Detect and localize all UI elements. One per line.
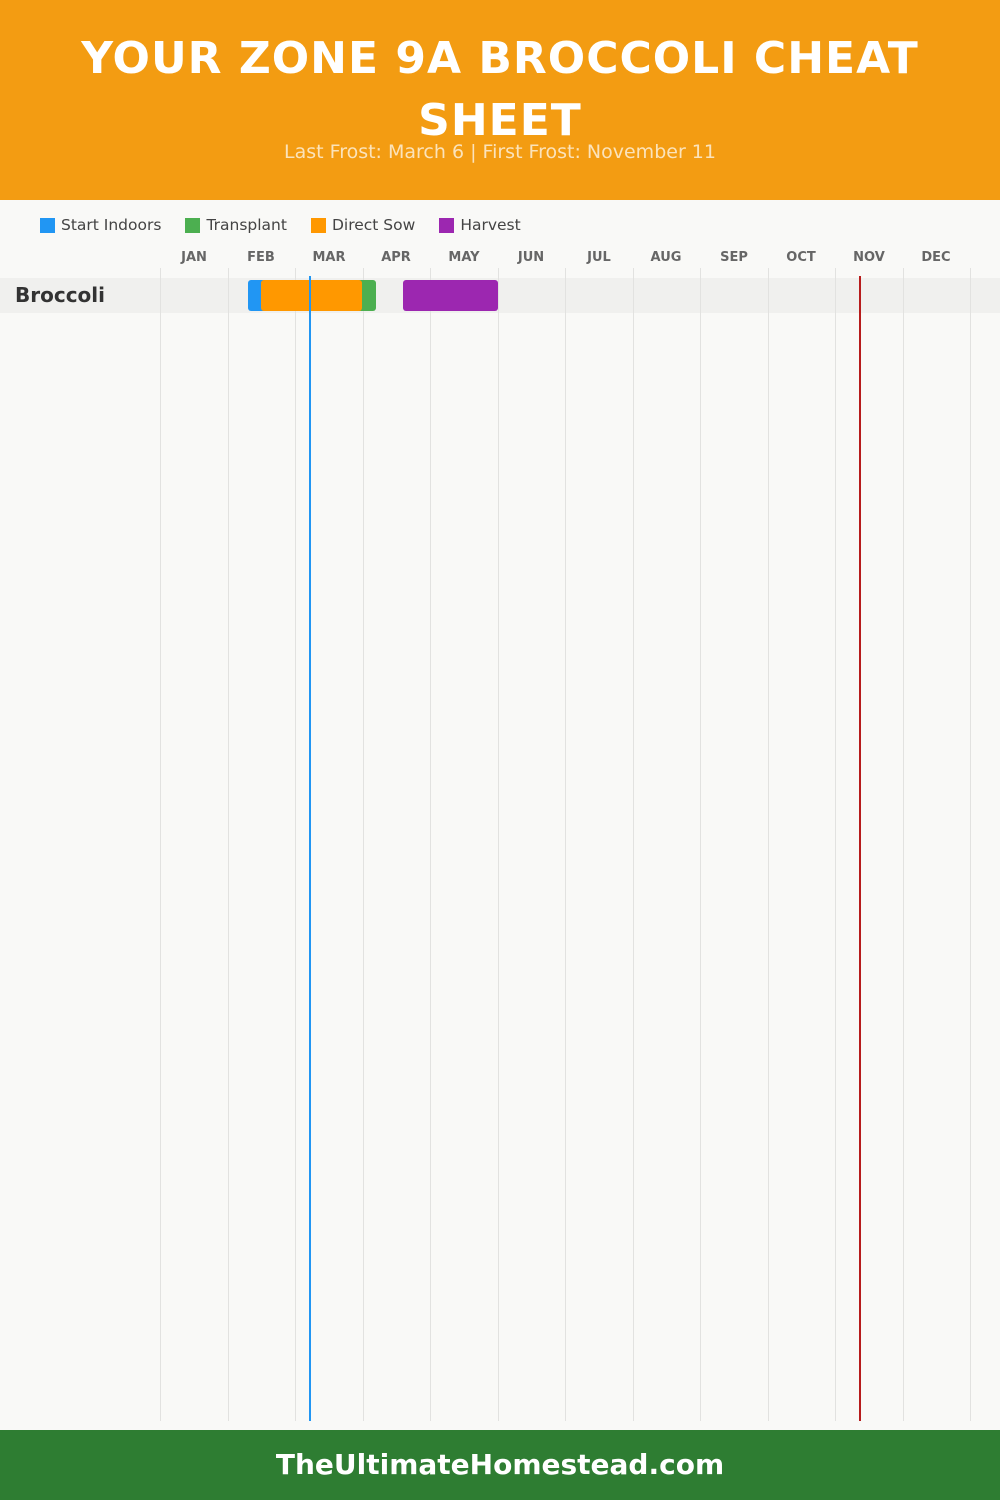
legend-label: Harvest — [460, 216, 521, 234]
month-label-oct: OCT — [786, 250, 816, 265]
legend-item-transplant: Transplant — [185, 216, 287, 234]
legend-swatch — [439, 217, 455, 233]
month-label-dec: DEC — [921, 250, 951, 265]
header-banner: YOUR ZONE 9A BROCCOLI CHEAT SHEET Last F… — [0, 0, 1000, 200]
month-label-jun: JUN — [517, 250, 545, 265]
first-frost-line — [859, 276, 861, 1421]
grid-line — [565, 268, 566, 1421]
grid-line — [768, 268, 769, 1421]
row-band — [0, 278, 1000, 313]
grid-line — [363, 268, 364, 1421]
month-label-may: MAY — [448, 250, 480, 265]
grid-line — [633, 268, 634, 1421]
frost-dates-subtitle: Last Frost: March 6 | First Frost: Novem… — [284, 141, 716, 163]
month-label-aug: AUG — [650, 250, 682, 265]
grid-line — [970, 268, 971, 1421]
grid-line — [835, 268, 836, 1421]
legend-item-start-indoors: Start Indoors — [40, 216, 161, 234]
legend-label: Direct Sow — [331, 216, 416, 234]
bar-harvest — [403, 280, 498, 311]
page-title: YOUR ZONE 9A BROCCOLI CHEAT SHEET — [81, 33, 919, 146]
month-label-mar: MAR — [312, 250, 346, 265]
bar-direct-sow — [261, 280, 362, 311]
grid-line — [160, 268, 161, 1421]
month-label-sep: SEP — [720, 250, 748, 265]
grid-line — [903, 268, 904, 1421]
grid-line — [430, 268, 431, 1421]
month-label-feb: FEB — [247, 250, 275, 265]
row-label-broccoli: Broccoli — [15, 283, 106, 307]
legend-swatch — [310, 217, 326, 233]
month-label-apr: APR — [381, 250, 411, 265]
month-label-jan: JAN — [181, 250, 207, 265]
footer-site-link[interactable]: TheUltimateHomestead.com — [275, 1448, 725, 1481]
grid-line — [295, 268, 296, 1421]
footer-banner: TheUltimateHomestead.com — [0, 1430, 1000, 1500]
grid-line — [498, 268, 499, 1421]
legend-swatch — [40, 217, 55, 233]
legend-item-harvest: Harvest — [439, 216, 521, 234]
grid-line — [228, 268, 229, 1421]
legend-label: Transplant — [206, 216, 287, 234]
legend-swatch — [185, 217, 201, 233]
grid-line — [700, 268, 701, 1421]
chart-legend: Start Indoors Transplant Direct Sow Harvest — [40, 214, 545, 236]
month-label-jul: JUL — [587, 250, 611, 265]
month-label-nov: NOV — [853, 250, 885, 265]
legend-label: Start Indoors — [61, 216, 162, 234]
last-frost-line — [309, 276, 311, 1421]
legend-item-direct-sow: Direct Sow — [310, 216, 416, 234]
